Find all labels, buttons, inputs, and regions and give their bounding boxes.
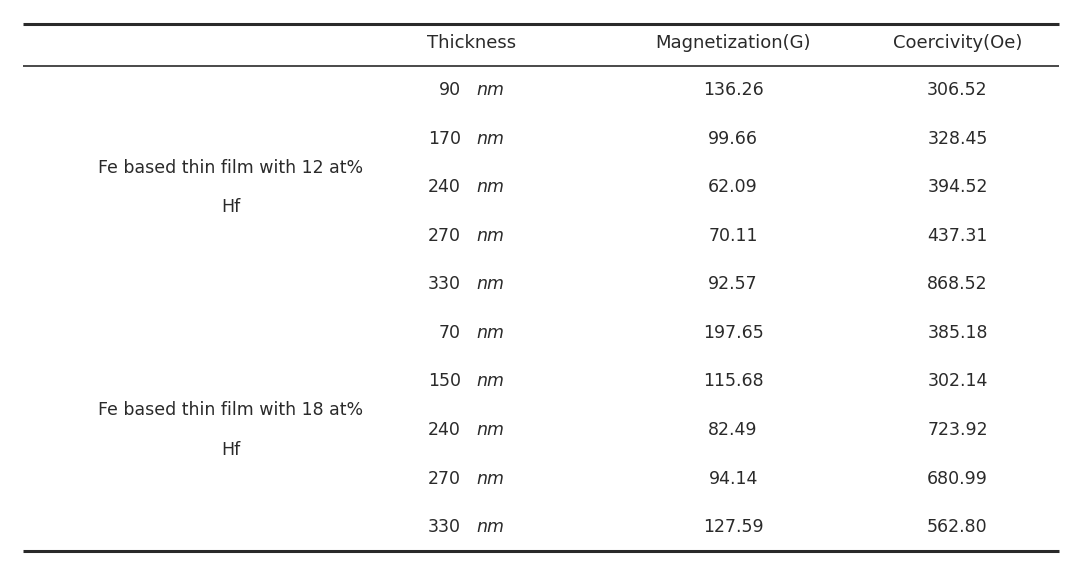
Text: Hf: Hf <box>222 440 241 459</box>
Text: 92.57: 92.57 <box>708 275 758 293</box>
Text: 306.52: 306.52 <box>927 81 987 99</box>
Text: 723.92: 723.92 <box>927 421 987 439</box>
Text: 197.65: 197.65 <box>703 324 764 342</box>
Text: 82.49: 82.49 <box>708 421 758 439</box>
Text: nm: nm <box>477 324 504 342</box>
Text: nm: nm <box>477 227 504 245</box>
Text: 437.31: 437.31 <box>927 227 987 245</box>
Text: 394.52: 394.52 <box>927 178 987 196</box>
Text: nm: nm <box>477 518 504 536</box>
Text: Coercivity(Oe): Coercivity(Oe) <box>893 34 1022 52</box>
Text: Hf: Hf <box>222 198 241 216</box>
Text: nm: nm <box>477 275 504 293</box>
Text: 240: 240 <box>427 421 461 439</box>
Text: 90: 90 <box>439 81 461 99</box>
Text: 562.80: 562.80 <box>927 518 987 536</box>
Text: 330: 330 <box>427 518 461 536</box>
Text: nm: nm <box>477 372 504 390</box>
Text: 270: 270 <box>427 227 461 245</box>
Text: 70: 70 <box>439 324 461 342</box>
Text: 150: 150 <box>427 372 461 390</box>
Text: Fe based thin film with 18 at%: Fe based thin film with 18 at% <box>99 402 364 420</box>
Text: nm: nm <box>477 130 504 148</box>
Text: 127.59: 127.59 <box>703 518 764 536</box>
Text: Fe based thin film with 12 at%: Fe based thin film with 12 at% <box>99 158 364 177</box>
Text: Thickness: Thickness <box>427 34 516 52</box>
Text: 328.45: 328.45 <box>927 130 987 148</box>
Text: 170: 170 <box>427 130 461 148</box>
Text: 70.11: 70.11 <box>708 227 758 245</box>
Text: 240: 240 <box>427 178 461 196</box>
Text: nm: nm <box>477 470 504 487</box>
Text: 385.18: 385.18 <box>927 324 987 342</box>
Text: 136.26: 136.26 <box>703 81 764 99</box>
Text: nm: nm <box>477 81 504 99</box>
Text: 680.99: 680.99 <box>927 470 987 487</box>
Text: 62.09: 62.09 <box>708 178 758 196</box>
Text: 115.68: 115.68 <box>703 372 764 390</box>
Text: Magnetization(G): Magnetization(G) <box>655 34 811 52</box>
Text: 270: 270 <box>427 470 461 487</box>
Text: nm: nm <box>477 421 504 439</box>
Text: 94.14: 94.14 <box>708 470 758 487</box>
Text: nm: nm <box>477 178 504 196</box>
Text: 302.14: 302.14 <box>927 372 987 390</box>
Text: 330: 330 <box>427 275 461 293</box>
Text: 99.66: 99.66 <box>708 130 758 148</box>
Text: 868.52: 868.52 <box>927 275 987 293</box>
